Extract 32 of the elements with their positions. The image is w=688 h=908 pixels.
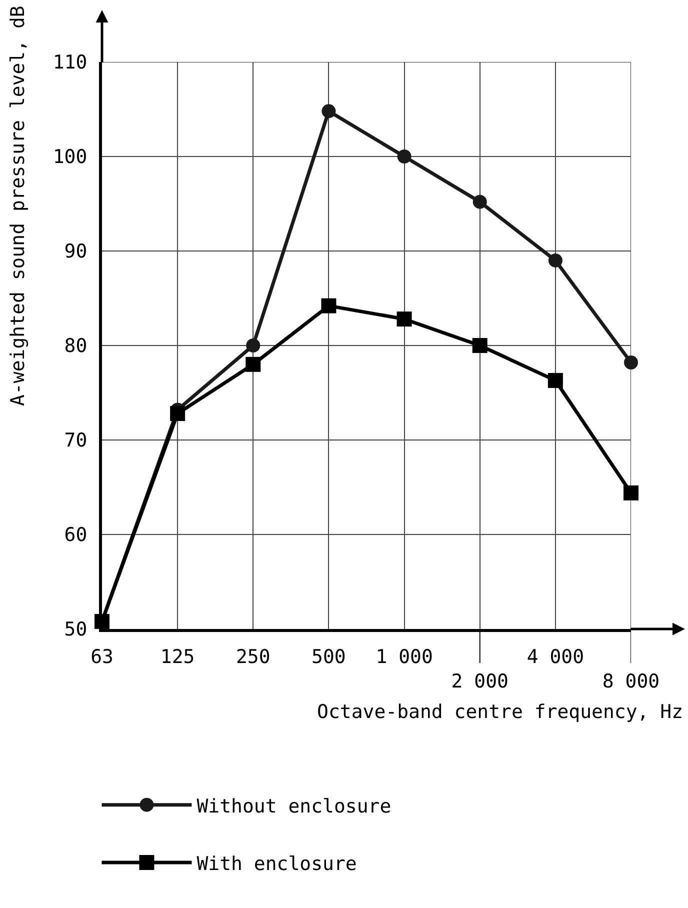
point (397, 150, 412, 164)
point (396, 312, 412, 327)
x-tick-label: 2 000 (451, 670, 508, 692)
x-tick-label: 500 (312, 646, 346, 668)
y-tick-label: 70 (64, 430, 88, 452)
y-tick-label: 80 (64, 335, 88, 358)
legend-label: With enclosure (196, 852, 357, 875)
x-tick-label: 250 (236, 646, 270, 668)
point (624, 356, 638, 370)
point (548, 372, 563, 388)
legend-label: Without enclosure (196, 795, 392, 818)
y-tick-label: 90 (64, 240, 88, 263)
point (548, 253, 562, 268)
point (246, 356, 261, 372)
point (624, 485, 638, 500)
x-tick-label: 1 000 (376, 646, 433, 668)
x-tick-label: 4 000 (526, 646, 584, 668)
x-tick-label: 125 (160, 646, 195, 668)
point (322, 104, 336, 118)
point (170, 406, 186, 422)
point (472, 194, 487, 209)
y-tick-label: 110 (52, 52, 88, 74)
y-tick-label: 50 (64, 618, 88, 641)
point (321, 298, 336, 314)
x-axis-title: Octave-band centre frequency, Hz (317, 701, 684, 723)
y-tick-label: 60 (64, 524, 88, 546)
point (472, 338, 488, 353)
point (246, 338, 260, 352)
x-tick-label: 63 (90, 646, 114, 668)
y-axis-title: A-weighted sound pressure level, dB (7, 6, 29, 406)
x-tick-label: 8 000 (602, 670, 660, 692)
y-tick-label: 100 (52, 146, 88, 168)
